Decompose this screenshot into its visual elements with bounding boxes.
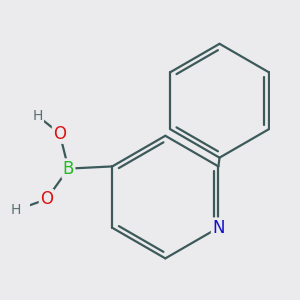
- Text: O: O: [40, 190, 53, 208]
- Text: N: N: [212, 219, 225, 237]
- Text: H: H: [33, 109, 43, 123]
- Text: H: H: [11, 203, 21, 217]
- Text: B: B: [63, 160, 74, 178]
- Text: O: O: [53, 124, 66, 142]
